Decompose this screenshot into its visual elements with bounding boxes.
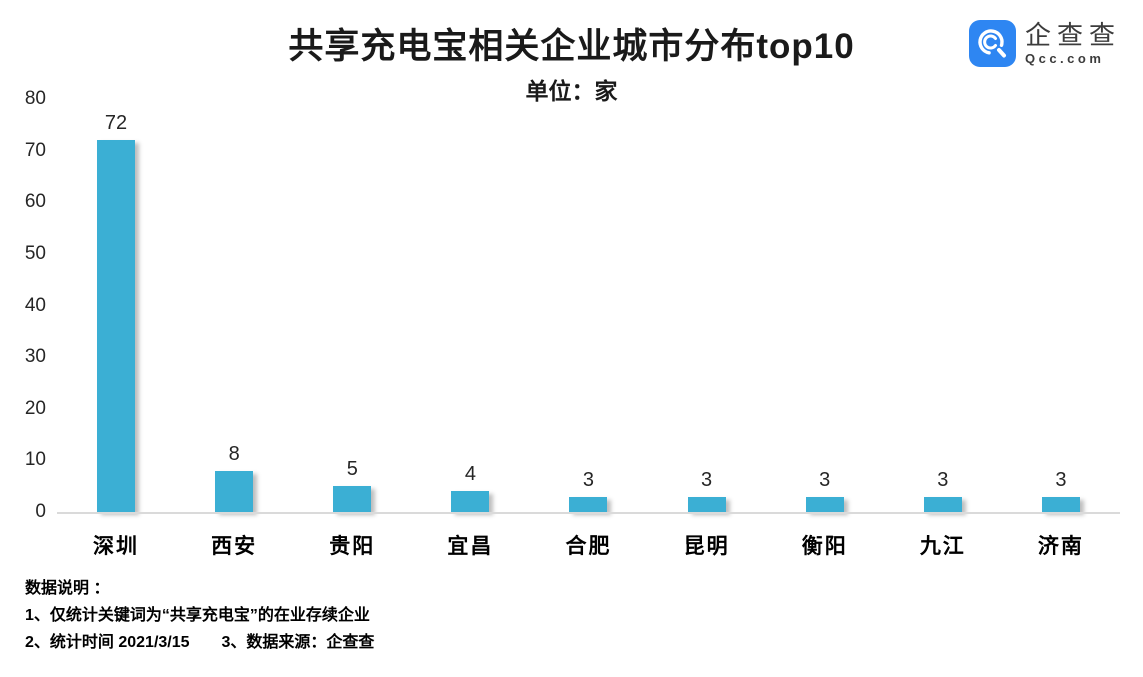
category-label: 西安 bbox=[211, 535, 258, 558]
y-tick-label: 30 bbox=[24, 346, 46, 368]
y-axis: 0 10 20 30 40 50 60 70 80 bbox=[0, 88, 46, 522]
qcc-logo: 企查查 Qcc.com bbox=[968, 20, 1121, 67]
plot-area: 72 8 5 4 3 3 3 3 3 bbox=[57, 99, 1120, 512]
category-label: 衡阳 bbox=[801, 535, 848, 558]
bar-column: 3 bbox=[1002, 99, 1120, 512]
x-axis-labels: 深圳 西安 贵阳 宜昌 合肥 昆明 衡阳 九江 济南 bbox=[57, 530, 1120, 560]
bar-column: 8 bbox=[175, 99, 293, 512]
y-tick-label: 40 bbox=[24, 294, 46, 316]
bar-value-label: 4 bbox=[464, 463, 476, 486]
qcc-logo-domain: Qcc.com bbox=[1024, 51, 1105, 66]
notes-line2: 2、统计时间 2021/3/15 3、数据来源：企查查 bbox=[25, 634, 375, 651]
category-label: 贵阳 bbox=[329, 535, 376, 558]
chart-title: 共享充电宝相关企业城市分布top10 bbox=[288, 27, 855, 66]
qcc-logo-icon bbox=[968, 20, 1016, 67]
data-notes: 数据说明 ： 1、仅统计关键词为“共享充电宝”的在业存续企业 2、统计时间 20… bbox=[25, 575, 374, 656]
category-label: 宜昌 bbox=[447, 535, 494, 558]
notes-line1: 1、仅统计关键词为“共享充电宝”的在业存续企业 bbox=[25, 607, 370, 624]
category-label: 合肥 bbox=[565, 535, 612, 558]
category-label: 昆明 bbox=[683, 535, 730, 558]
bar-value-label: 5 bbox=[346, 458, 358, 481]
y-tick-label: 20 bbox=[24, 397, 46, 419]
category-label: 深圳 bbox=[93, 535, 140, 558]
y-tick-label: 50 bbox=[24, 242, 46, 264]
bar-value-label: 3 bbox=[937, 468, 949, 491]
bar-value-label: 3 bbox=[1055, 468, 1067, 491]
bar-value-label: 3 bbox=[819, 468, 831, 491]
bar-column: 3 bbox=[648, 99, 766, 512]
bar-column: 3 bbox=[766, 99, 884, 512]
bar-column: 3 bbox=[529, 99, 647, 512]
bar bbox=[215, 470, 254, 512]
y-tick-label: 0 bbox=[35, 501, 46, 522]
category-label: 济南 bbox=[1037, 535, 1084, 558]
bar bbox=[805, 496, 844, 512]
category-label: 九江 bbox=[919, 535, 966, 558]
qcc-logo-text: 企查查 Qcc.com bbox=[1025, 20, 1121, 67]
bar bbox=[1041, 496, 1080, 512]
qcc-logo-name: 企查查 bbox=[1024, 20, 1121, 50]
chart-unit-label: 单位：家 bbox=[525, 78, 618, 104]
notes-heading: 数据说明 ： bbox=[25, 580, 110, 597]
bar bbox=[451, 491, 490, 512]
y-tick-label: 10 bbox=[24, 449, 46, 471]
bar-value-label: 72 bbox=[104, 112, 128, 135]
y-tick-label: 80 bbox=[24, 88, 46, 109]
bar-column: 5 bbox=[293, 99, 411, 512]
bar-value-label: 8 bbox=[228, 442, 240, 465]
bar bbox=[97, 140, 136, 512]
magnifier-q-icon bbox=[978, 28, 1007, 57]
bar bbox=[687, 496, 726, 512]
y-tick-label: 60 bbox=[24, 191, 46, 213]
bar bbox=[333, 486, 372, 512]
y-tick-label: 70 bbox=[24, 139, 46, 161]
bar-column: 4 bbox=[411, 99, 529, 512]
x-axis-line bbox=[57, 512, 1120, 514]
bar-column: 72 bbox=[57, 99, 175, 512]
bar bbox=[923, 496, 962, 512]
bar bbox=[569, 496, 608, 512]
bar-value-label: 3 bbox=[701, 468, 713, 491]
bar-column: 3 bbox=[884, 99, 1002, 512]
bar-value-label: 3 bbox=[582, 468, 595, 491]
